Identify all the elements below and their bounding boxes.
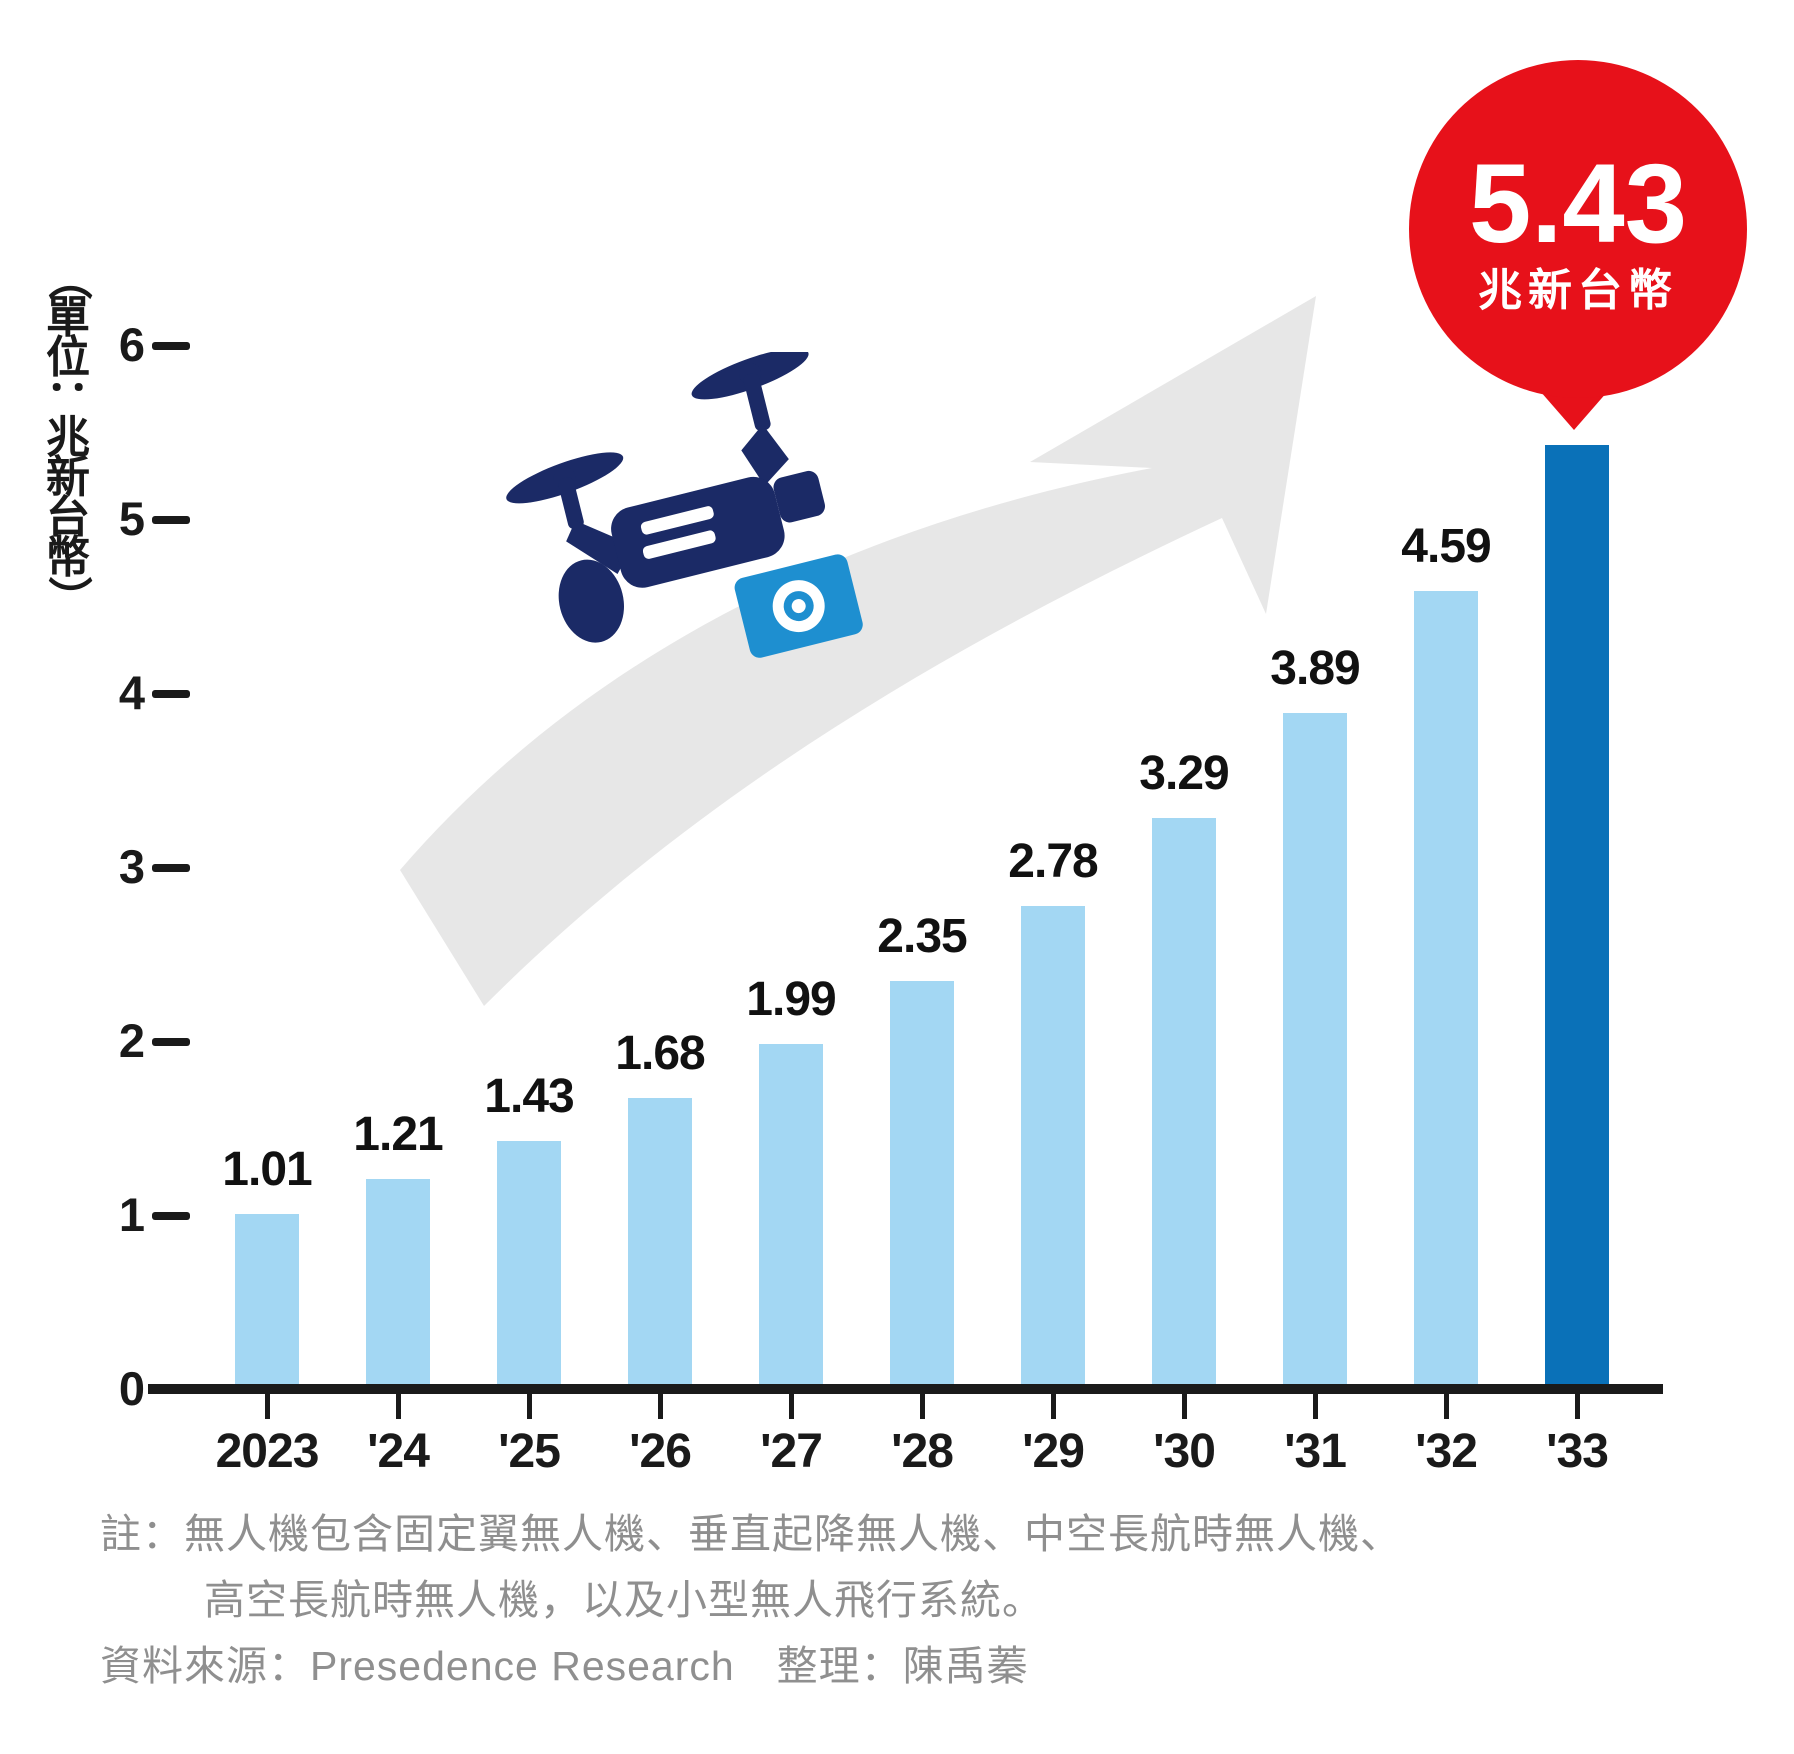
drone-left-arm	[566, 520, 634, 574]
bar-2023	[235, 1214, 299, 1390]
y-axis-unit-char: 台	[46, 493, 90, 542]
bar-value-label-'30: 3.29	[1139, 747, 1229, 800]
x-axis-label-'33: '33	[1546, 1425, 1609, 1478]
y-tick-mark-4	[152, 690, 190, 698]
x-tick-mark-'32	[1444, 1394, 1449, 1419]
y-axis-unit-char: 位	[46, 333, 90, 382]
drone-icon	[506, 352, 863, 658]
bar-'26	[628, 1098, 692, 1390]
bar-'29	[1021, 906, 1085, 1390]
bar-'33	[1545, 445, 1609, 1390]
y-axis-unit-char: ：	[44, 376, 93, 420]
bar-value-label-2023: 1.01	[222, 1143, 312, 1196]
x-tick-mark-'26	[658, 1394, 663, 1419]
y-tick-mark-1	[152, 1212, 190, 1220]
x-tick-mark-'24	[396, 1394, 401, 1419]
x-tick-mark-'31	[1313, 1394, 1318, 1419]
bar-'24	[366, 1179, 430, 1390]
bar-value-label-'27: 1.99	[746, 973, 836, 1026]
x-tick-mark-'29	[1051, 1394, 1056, 1419]
y-tick-label-0: 0	[118, 1362, 145, 1415]
x-tick-mark-'33	[1575, 1394, 1580, 1419]
bar-value-label-'31: 3.89	[1270, 642, 1360, 695]
drone-right-propeller	[691, 352, 809, 431]
source-line: 資料來源：Presedence Research 整理：陳禹蓁	[100, 1643, 1029, 1689]
y-axis-unit-char: 新	[46, 453, 90, 502]
x-axis-label-'27: '27	[760, 1425, 823, 1478]
x-tick-mark-'30	[1182, 1394, 1187, 1419]
bar-value-label-'32: 4.59	[1401, 520, 1491, 573]
x-axis-label-'28: '28	[891, 1425, 954, 1478]
bar-value-label-'24: 1.21	[353, 1108, 443, 1161]
bar-'31	[1283, 713, 1347, 1390]
y-tick-label-5: 5	[118, 492, 145, 545]
drone-left-propeller	[506, 452, 624, 529]
x-axis-line	[148, 1384, 1663, 1394]
bar-value-label-'25: 1.43	[484, 1070, 574, 1123]
y-axis-unit-label: （單位：兆新台幣）	[38, 256, 98, 620]
x-axis-label-'24: '24	[367, 1425, 430, 1478]
drone-body-right	[773, 470, 826, 523]
y-tick-mark-3	[152, 864, 190, 872]
footnote-line-2: 高空長航時無人機，以及小型無人飛行系統。	[204, 1577, 1044, 1623]
y-tick-label-6: 6	[118, 318, 145, 371]
drone-body-slat	[642, 530, 716, 559]
y-tick-label-1: 1	[118, 1188, 145, 1241]
bar-value-label-'28: 2.35	[877, 910, 967, 963]
drone-right-arm	[741, 424, 789, 486]
bar-value-label-'26: 1.68	[615, 1027, 705, 1080]
y-tick-mark-6	[152, 342, 190, 350]
bar-'32	[1414, 591, 1478, 1390]
bar-'27	[759, 1044, 823, 1390]
bar-value-label-'29: 2.78	[1008, 835, 1098, 888]
y-axis-unit-char: ）	[44, 576, 93, 620]
bar-'28	[890, 981, 954, 1390]
x-axis-label-2023: 2023	[215, 1425, 320, 1478]
y-axis-unit-char: （	[44, 256, 93, 300]
x-tick-mark-2023	[265, 1394, 270, 1419]
x-axis-label-'26: '26	[629, 1425, 692, 1478]
y-tick-label-2: 2	[118, 1014, 145, 1067]
x-axis-label-'30: '30	[1153, 1425, 1216, 1478]
x-tick-mark-'25	[527, 1394, 532, 1419]
drone-body	[611, 476, 785, 588]
callout-unit: 兆新台幣	[1478, 266, 1678, 315]
x-tick-mark-'27	[789, 1394, 794, 1419]
y-axis-unit-char: 兆	[46, 413, 90, 462]
drone-camera	[734, 554, 863, 658]
callout-bubble: 5.43 兆新台幣	[1409, 60, 1747, 398]
footnote-line-1: 註：無人機包含固定翼無人機、垂直起降無人機、中空長航時無人機、	[100, 1511, 1402, 1557]
x-tick-mark-'28	[920, 1394, 925, 1419]
y-axis-unit-char: 單	[46, 293, 90, 342]
drone-body-slat	[640, 506, 714, 535]
bar-'30	[1152, 818, 1216, 1390]
x-axis-label-'32: '32	[1415, 1425, 1478, 1478]
x-axis-label-'29: '29	[1022, 1425, 1085, 1478]
y-tick-mark-2	[152, 1038, 190, 1046]
x-axis-label-'31: '31	[1284, 1425, 1347, 1478]
y-tick-label-4: 4	[118, 666, 145, 719]
callout-value: 5.43	[1469, 141, 1687, 266]
y-axis-unit-char: 幣	[46, 533, 90, 582]
drone-skid	[558, 559, 624, 643]
growth-arrow-shape	[400, 296, 1316, 1006]
x-axis-label-'25: '25	[498, 1425, 561, 1478]
y-tick-mark-5	[152, 516, 190, 524]
y-tick-label-3: 3	[118, 840, 145, 893]
bar-'25	[497, 1141, 561, 1390]
